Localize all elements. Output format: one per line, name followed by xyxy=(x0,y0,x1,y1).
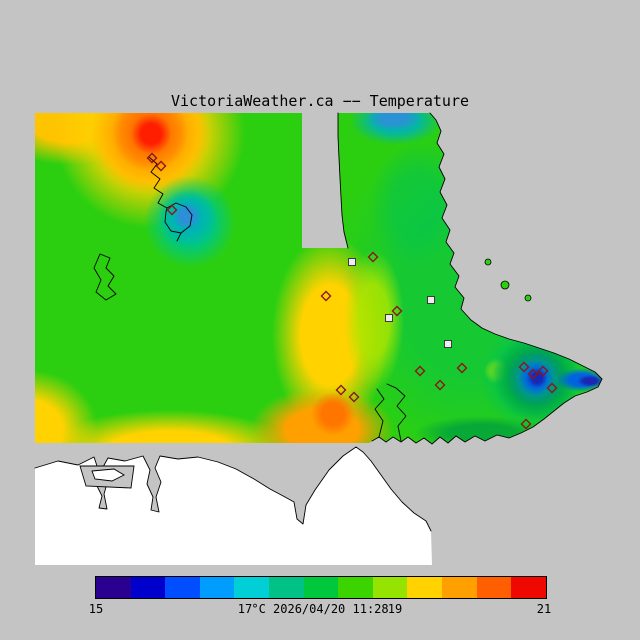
scale-color-segment xyxy=(442,577,477,598)
sooke-basin-coastline xyxy=(93,156,193,301)
scale-tick-21: 21 xyxy=(536,602,552,616)
station-marker-diamond xyxy=(527,368,539,380)
station-marker-square xyxy=(348,258,356,266)
station-marker-diamond xyxy=(546,382,558,394)
station-marker-diamond xyxy=(391,305,403,317)
station-marker-square xyxy=(444,340,452,348)
station-marker-diamond xyxy=(146,152,158,164)
station-markers xyxy=(146,152,558,430)
station-marker-diamond xyxy=(166,204,178,216)
islet xyxy=(91,468,125,482)
station-marker-diamond xyxy=(414,365,426,377)
station-marker-diamond xyxy=(537,365,549,377)
scale-color-segment xyxy=(269,577,304,598)
island-coastline xyxy=(337,112,603,445)
scale-unit-timestamp: °C 2026/04/20 11:28 xyxy=(251,602,389,616)
station-marker-diamond xyxy=(434,379,446,391)
offshore-islets xyxy=(484,258,532,302)
scale-color-segment xyxy=(338,577,373,598)
harbour-inlet xyxy=(374,388,385,438)
harbour-inlet xyxy=(386,383,407,442)
scale-tick-17: 17 xyxy=(237,602,253,616)
station-marker-diamond xyxy=(367,251,379,263)
station-marker-diamond xyxy=(348,391,360,403)
scale-tick-15: 15 xyxy=(88,602,104,616)
scale-color-segment xyxy=(303,577,339,598)
scale-color-segment xyxy=(130,577,166,598)
scale-color-segment xyxy=(199,577,235,598)
station-marker-square xyxy=(385,314,393,322)
scale-color-segment xyxy=(96,577,131,598)
scale-color-segment xyxy=(407,577,443,598)
temperature-field xyxy=(35,113,602,444)
scale-color-segment xyxy=(372,577,408,598)
lake-outline xyxy=(93,253,117,301)
station-marker-diamond xyxy=(320,290,332,302)
scale-color-segment xyxy=(165,577,200,598)
station-marker-diamond xyxy=(335,384,347,396)
color-scale-bar xyxy=(95,576,547,599)
scale-color-segment xyxy=(234,577,270,598)
scale-tick-19: 19 xyxy=(387,602,403,616)
station-marker-diamond xyxy=(518,361,530,373)
station-marker-square xyxy=(427,296,435,304)
station-marker-diamond xyxy=(456,362,468,374)
page-title: VictoriaWeather.ca −− Temperature xyxy=(170,92,469,110)
scale-color-segment xyxy=(476,577,512,598)
station-marker-diamond xyxy=(155,160,167,172)
south-land-mass xyxy=(34,446,432,565)
station-marker-diamond xyxy=(520,418,532,430)
scale-color-segment xyxy=(511,577,546,598)
